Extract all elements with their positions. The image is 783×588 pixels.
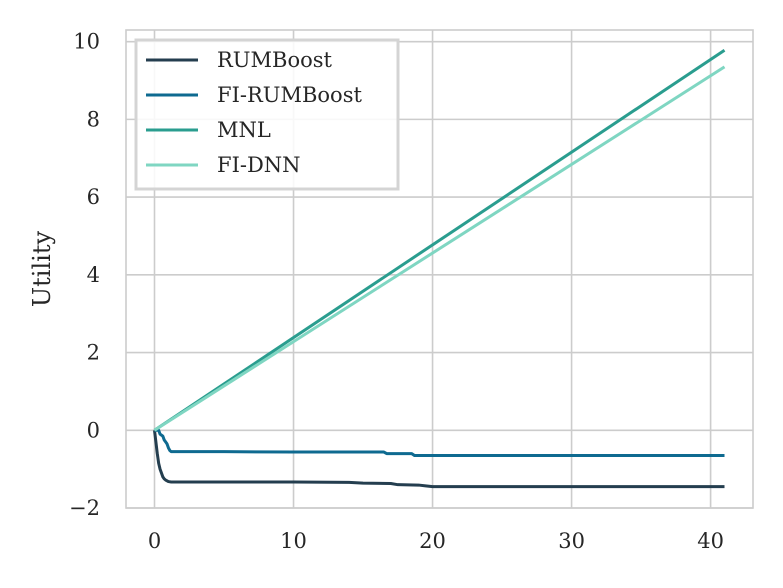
- series-line-2: [154, 428, 725, 458]
- series-line-4: [153, 65, 726, 432]
- y-axis-label: Utility: [28, 231, 56, 308]
- y-tick-label: 4: [87, 263, 100, 287]
- series-lines: [153, 48, 726, 489]
- y-tick-label: 8: [87, 107, 100, 131]
- legend-label: RUMBoost: [217, 48, 333, 72]
- series-line-1: [153, 430, 725, 489]
- series-line-3: [153, 48, 726, 432]
- legend: RUMBoost FI-RUMBoost MNL FI-DNN: [134, 38, 400, 191]
- legend-label: FI-DNN: [217, 153, 301, 177]
- y-tick-label: 2: [87, 341, 100, 365]
- x-tick-label: 0: [148, 529, 161, 553]
- tick-labels: 0 10 20 30 40 −2 0 2 4 6 8 10: [69, 30, 724, 553]
- y-tick-label: −2: [69, 496, 100, 520]
- y-tick-label: 6: [87, 185, 100, 209]
- grid: [126, 30, 753, 509]
- y-tick-label: 0: [87, 418, 100, 442]
- legend-label: MNL: [217, 118, 271, 142]
- x-tick-label: 20: [419, 529, 446, 553]
- plot-area: [125, 29, 754, 509]
- x-tick-label: 10: [280, 529, 307, 553]
- legend-label: FI-RUMBoost: [217, 83, 362, 107]
- y-tick-label: 10: [73, 30, 100, 54]
- x-tick-label: 30: [558, 529, 585, 553]
- x-tick-label: 40: [697, 529, 724, 553]
